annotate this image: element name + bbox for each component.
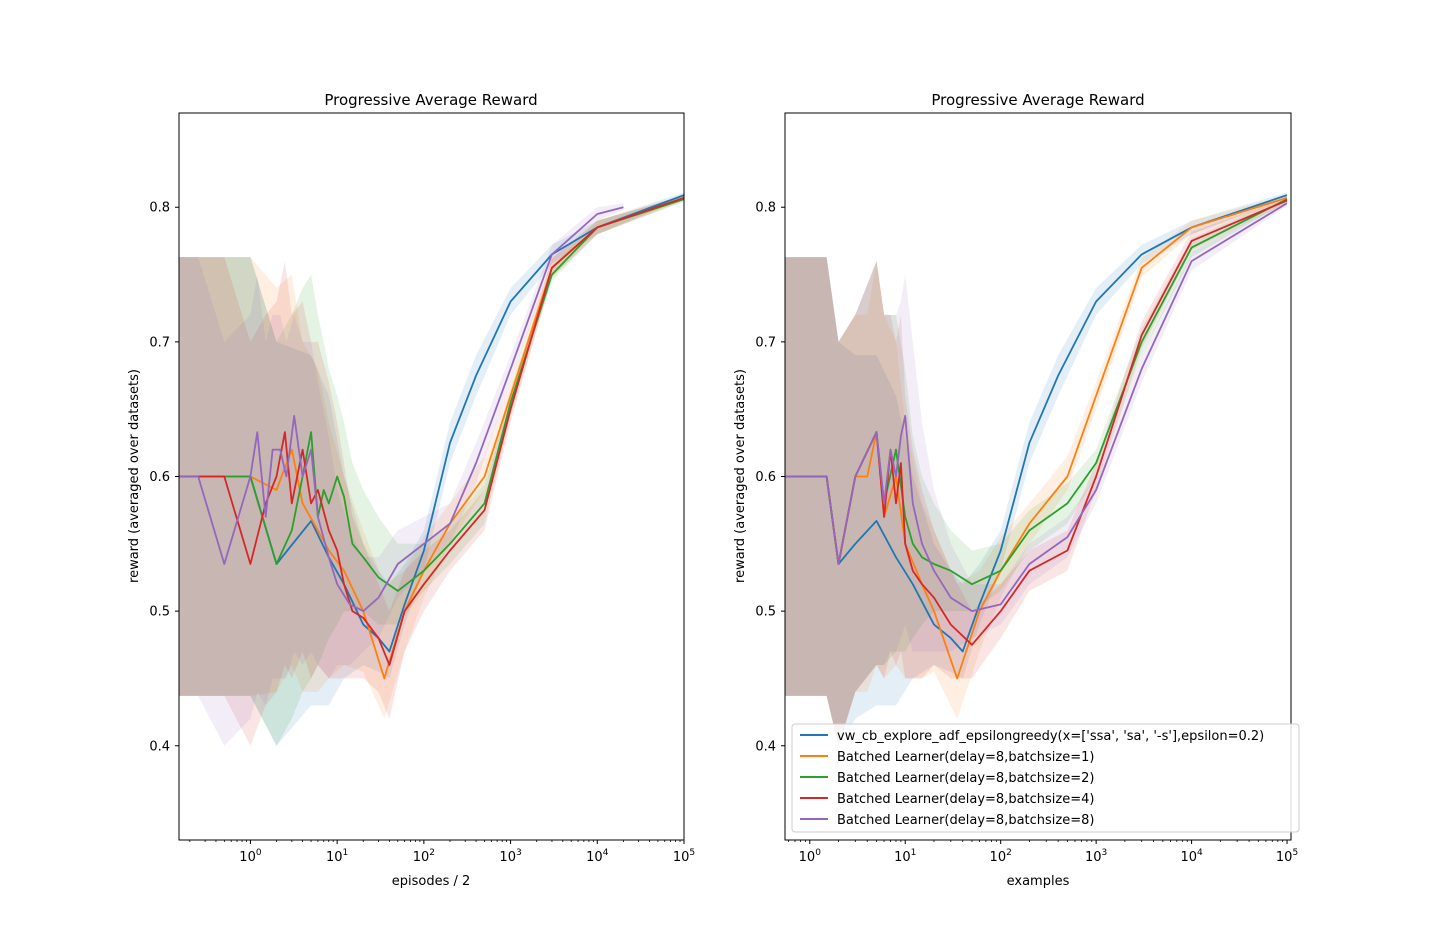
left-series-lines <box>179 194 685 680</box>
right-x-axis-ticks: 100 101 102 103 104 105 <box>788 840 1298 865</box>
right-y-tick-label: 0.6 <box>755 470 776 485</box>
right-x-tick-label: 102 <box>990 848 1012 865</box>
left-band-series-4 <box>179 195 684 746</box>
right-x-tick-label: 105 <box>1276 848 1298 865</box>
left-x-tick-label: 102 <box>413 848 435 865</box>
left-line-series-3 <box>179 198 685 592</box>
left-x-tick-label: 103 <box>499 848 521 865</box>
legend-label: Batched Learner(delay=8,batchsize=8) <box>837 813 1094 828</box>
legend: vw_cb_explore_adf_epsilongreedy(x=['ssa'… <box>791 723 1300 833</box>
right-series-lines <box>785 194 1288 680</box>
left-y-tick-label: 0.5 <box>149 605 170 620</box>
right-band-series-3 <box>785 196 1287 746</box>
left-x-tick-label: 101 <box>326 848 348 865</box>
left-x-tick-label: 105 <box>673 848 695 865</box>
right-x-axis-label: examples <box>1007 874 1070 889</box>
right-band-series-2 <box>785 195 1287 746</box>
legend-entry: vw_cb_explore_adf_epsilongreedy(x=['ssa'… <box>800 729 1264 744</box>
left-y-axis-label: reward (averaged over datasets) <box>127 369 142 583</box>
left-band-series-1 <box>179 192 684 746</box>
right-chart-panel: 100 101 102 103 104 105 0.4 0.5 0.6 0.7 0.8 Progr… <box>733 91 1298 889</box>
left-x-axis-ticks: 100 101 102 103 104 105 <box>189 840 695 865</box>
legend-label: Batched Learner(delay=8,batchsize=1) <box>837 750 1094 765</box>
left-confidence-bands <box>179 192 684 746</box>
left-line-series-4 <box>179 196 685 666</box>
left-band-series-2 <box>179 195 684 719</box>
right-line-series-5 <box>785 202 1288 612</box>
left-chart-title: Progressive Average Reward <box>324 91 537 109</box>
right-y-axis-ticks: 0.4 0.5 0.6 0.7 0.8 <box>755 201 785 754</box>
legend-label: Batched Learner(delay=8,batchsize=4) <box>837 792 1094 807</box>
legend-entry: Batched Learner(delay=8,batchsize=8) <box>800 813 1094 828</box>
legend-box <box>791 723 1300 833</box>
left-band-series-3 <box>179 196 684 746</box>
right-y-tick-label: 0.5 <box>755 605 776 620</box>
right-x-tick-label: 100 <box>799 848 822 865</box>
left-y-tick-label: 0.6 <box>149 470 170 485</box>
right-band-series-4 <box>785 197 1287 746</box>
right-x-tick-label: 103 <box>1085 848 1107 865</box>
left-x-tick-label: 100 <box>239 848 262 865</box>
legend-entry: Batched Learner(delay=8,batchsize=2) <box>800 771 1094 786</box>
right-chart-title: Progressive Average Reward <box>931 91 1144 109</box>
legend-label: vw_cb_explore_adf_epsilongreedy(x=['ssa'… <box>837 729 1264 744</box>
legend-label: Batched Learner(delay=8,batchsize=2) <box>837 771 1094 786</box>
right-x-tick-label: 104 <box>1180 848 1203 865</box>
left-y-tick-label: 0.7 <box>149 335 170 350</box>
right-x-tick-label: 101 <box>894 848 916 865</box>
left-y-axis-ticks: 0.4 0.5 0.6 0.7 0.8 <box>149 201 179 754</box>
left-line-series-1 <box>179 194 685 653</box>
right-y-tick-label: 0.4 <box>755 739 776 754</box>
right-y-tick-label: 0.7 <box>755 335 776 350</box>
right-band-series-1 <box>785 192 1287 746</box>
legend-entry: Batched Learner(delay=8,batchsize=1) <box>800 750 1094 765</box>
left-chart-panel: 100 101 102 103 104 105 0.4 0.5 0.6 0.7 0.8 Progr… <box>127 91 695 889</box>
right-band-series-5 <box>785 200 1287 746</box>
left-x-tick-label: 104 <box>586 848 609 865</box>
right-confidence-bands <box>785 192 1287 746</box>
left-y-tick-label: 0.4 <box>149 739 170 754</box>
right-y-tick-label: 0.8 <box>755 201 776 216</box>
left-band-series-5 <box>179 203 624 746</box>
legend-entry: Batched Learner(delay=8,batchsize=4) <box>800 792 1094 807</box>
left-x-axis-label: episodes / 2 <box>392 874 471 889</box>
left-line-series-5 <box>179 206 624 612</box>
right-y-axis-label: reward (averaged over datasets) <box>733 369 748 583</box>
left-y-tick-label: 0.8 <box>149 201 170 216</box>
